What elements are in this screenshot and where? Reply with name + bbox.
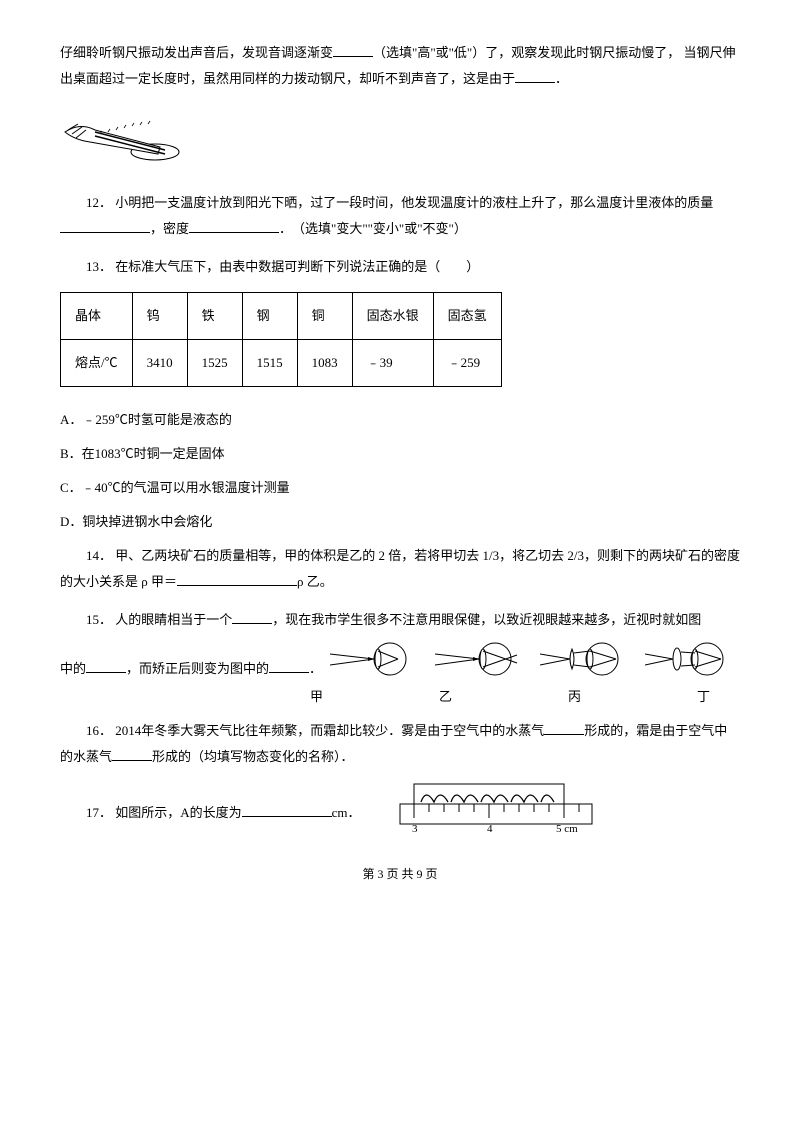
intro-paragraph: 仔细聆听钢尺振动发出声音后，发现音调逐渐变 （选填"高"或"低"）了，观察发现此时… — [60, 40, 740, 92]
ruler-figure: 3 4 5 cm — [370, 782, 596, 846]
q17-blank — [242, 803, 332, 817]
q15-blank-1 — [232, 610, 272, 624]
intro-1b: （选填"高"或"低"）了，观察发现此时钢尺振动慢了， — [373, 45, 680, 60]
eye-fig-1-icon — [330, 637, 425, 682]
intro-2b: ． — [555, 71, 568, 86]
cell: ﹣39 — [352, 340, 433, 387]
cell: ﹣259 — [433, 340, 501, 387]
ruler-icon: 3 4 5 cm — [396, 782, 596, 837]
eye-fig-3-icon — [540, 637, 635, 682]
q14-blank — [177, 572, 297, 586]
svg-text:4: 4 — [487, 823, 493, 835]
q15-b: ，现在我市学生很多不注意用眼保健，以致近视眼越来越多，近视时就如图 — [272, 612, 701, 627]
eye-label-3: 丙 — [568, 684, 581, 710]
page-footer: 第 3 页 共 9 页 — [60, 862, 740, 886]
q12-blank-1 — [60, 219, 150, 233]
cell: 1515 — [242, 340, 297, 387]
q12: 12． 小明把一支温度计放到阳光下晒，过了一段时间，他发现温度计的液柱上升了，那… — [60, 190, 740, 242]
cell: 3410 — [132, 340, 187, 387]
cell: 钢 — [242, 293, 297, 340]
q13-optB: B．在1083℃时铜一定是固体 — [60, 441, 740, 467]
cell: 铁 — [187, 293, 242, 340]
table-row: 晶体 钨 铁 钢 铜 固态水银 固态氢 — [61, 293, 502, 340]
q12-c: ． （选填"变大""变小"或"不变"） — [279, 221, 467, 236]
q16-num: 16． — [86, 723, 112, 738]
page-container: 仔细聆听钢尺振动发出声音后，发现音调逐渐变 （选填"高"或"低"）了，观察发现此时… — [0, 0, 800, 916]
cell: 固态氢 — [433, 293, 501, 340]
cell: 钨 — [132, 293, 187, 340]
intro-blank-1 — [333, 43, 373, 57]
q15-line2: 中的 ，而矫正后则变为图中的 ． — [60, 656, 330, 682]
q13-table: 晶体 钨 铁 钢 铜 固态水银 固态氢 熔点/℃ 3410 1525 1515 … — [60, 292, 502, 387]
q13-text: 在标准大气压下，由表中数据可判断下列说法正确的是（ ） — [115, 259, 479, 274]
q15-d: ，而矫正后则变为图中的 — [126, 661, 269, 676]
cell: 1525 — [187, 340, 242, 387]
eye-label-2: 乙 — [439, 684, 452, 710]
q14: 14． 甲、乙两块矿石的质量相等，甲的体积是乙的 2 倍，若将甲切去 1/3，将… — [60, 543, 740, 595]
eye-labels: 甲 乙 丙 丁 — [280, 684, 740, 718]
q17-b: cm． — [332, 805, 361, 820]
q16-c: 形成的（均填写物态变化的名称）． — [152, 749, 354, 764]
q15-a: 人的眼睛相当于一个 — [115, 612, 232, 627]
q17-a: 如图所示，A的长度为 — [115, 805, 241, 820]
q15-num: 15． — [86, 612, 112, 627]
q15-blank-2 — [86, 659, 126, 673]
q16-a: 2014年冬季大雾天气比往年频繁，而霜却比较少．雾是由于空气中的水蒸气 — [115, 723, 544, 738]
ruler-hand-figure — [60, 104, 740, 190]
q15-figure-row: 中的 ，而矫正后则变为图中的 ． — [60, 637, 740, 682]
q12-a: 小明把一支温度计放到阳光下晒，过了一段时间，他发现温度计的液柱上升了，那么温度计… — [115, 195, 713, 210]
q15-line1: 15． 人的眼睛相当于一个 ，现在我市学生很多不注意用眼保健，以致近视眼越来越多，… — [60, 607, 740, 633]
q13-stem: 13． 在标准大气压下，由表中数据可判断下列说法正确的是（ ） — [60, 254, 740, 280]
q17: 17． 如图所示，A的长度为 cm． 3 4 5 cm — [60, 782, 740, 846]
q16: 16． 2014年冬季大雾天气比往年频繁，而霜却比较少．雾是由于空气中的水蒸气形… — [60, 718, 740, 770]
cell: 晶体 — [61, 293, 133, 340]
q12-b: ，密度 — [150, 221, 189, 236]
q12-blank-2 — [189, 219, 279, 233]
intro-blank-2 — [515, 69, 555, 83]
q14-num: 14． — [86, 548, 112, 563]
intro-1a: 仔细聆听钢尺振动发出声音后，发现音调逐渐变 — [60, 45, 333, 60]
q13-num: 13． — [86, 259, 112, 274]
svg-text:5 cm: 5 cm — [556, 823, 578, 835]
q17-num: 17． — [86, 805, 112, 820]
cell: 固态水银 — [352, 293, 433, 340]
q14-a: 甲、乙两块矿石的质量相等，甲的体积是乙的 2 倍，若将甲切去 1/3，将乙切去 … — [60, 548, 740, 589]
eye-figures — [330, 637, 740, 682]
eye-fig-4-icon — [645, 637, 740, 682]
eye-fig-2-icon — [435, 637, 530, 682]
cell: 铜 — [297, 293, 352, 340]
q16-blank-2 — [112, 747, 152, 761]
cell: 熔点/℃ — [61, 340, 133, 387]
eye-label-4: 丁 — [697, 684, 710, 710]
eye-label-1: 甲 — [310, 684, 323, 710]
q13-optD: D．铜块掉进钢水中会熔化 — [60, 509, 740, 535]
q12-num: 12． — [86, 195, 112, 210]
q13-optC: C．﹣40℃的气温可以用水银温度计测量 — [60, 475, 740, 501]
svg-text:3: 3 — [412, 823, 418, 835]
q13-optA: A．﹣259℃时氢可能是液态的 — [60, 407, 740, 433]
q16-blank-1 — [544, 721, 584, 735]
table-row: 熔点/℃ 3410 1525 1515 1083 ﹣39 ﹣259 — [61, 340, 502, 387]
q14-b: ρ 乙。 — [297, 574, 333, 589]
cell: 1083 — [297, 340, 352, 387]
q15-c: 中的 — [60, 661, 86, 676]
q15-e: ． — [309, 661, 322, 676]
ruler-hand-icon — [60, 112, 180, 167]
q15-blank-3 — [269, 659, 309, 673]
